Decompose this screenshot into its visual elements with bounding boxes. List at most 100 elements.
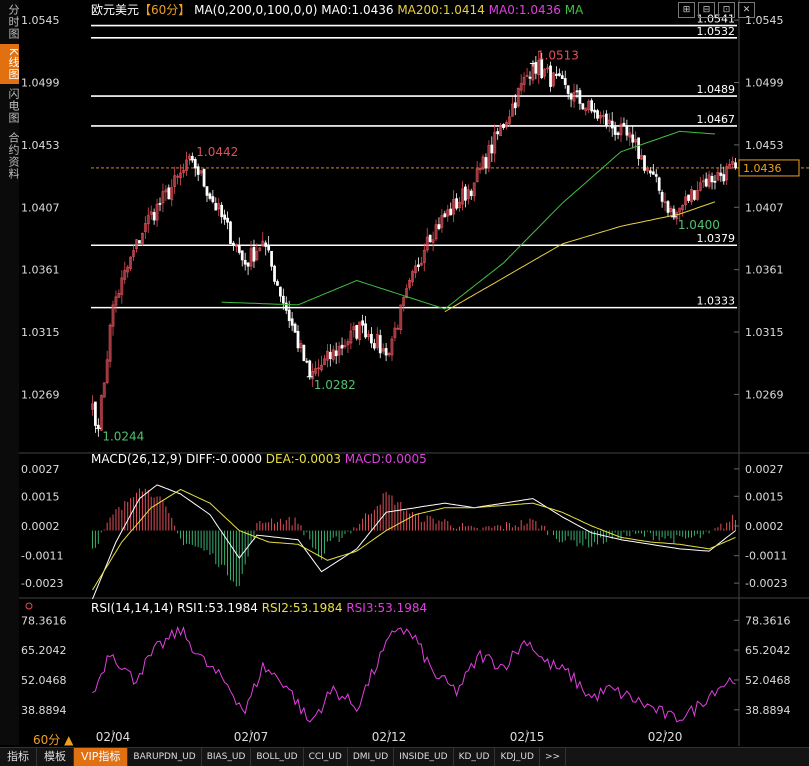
candle-body [590,100,594,112]
bottom-tab-0[interactable]: 指标 [0,748,37,766]
header-ma0b: MA0:1.0436 [485,3,561,17]
rsi-line [92,625,736,723]
candle-body [261,240,265,247]
candle-body [164,189,168,193]
price-right-tick-2: 1.0453 [745,139,784,152]
candle-body [129,256,133,269]
candle-body [610,120,614,129]
candle-body [334,350,338,357]
candle-body [179,172,182,179]
candle-body [628,132,632,138]
sidebar-tab-3[interactable]: 合约资料 [7,132,20,181]
candle-body [132,250,135,257]
candle-body [713,180,717,183]
header-symbol: 欧元美元 [91,3,139,17]
price-left-tick-6: 1.0269 [21,388,60,401]
candle-body [372,343,376,349]
candle-body [408,279,411,288]
candle-body [613,126,617,135]
candle-body [681,204,685,211]
price-right-tick-1: 1.0499 [745,77,784,90]
candle-body [340,344,344,349]
window-icon[interactable]: ⊡ [718,2,735,18]
candle-body [619,123,623,136]
candle-body [367,334,370,338]
candle-body [331,349,335,360]
collapse-icon[interactable]: ⊟ [698,2,715,18]
expand-icon[interactable]: ⊞ [678,2,695,18]
candle-body [446,209,450,217]
header-ma-formula: MA(0,200,0,100,0,0) [190,3,317,17]
bottom-tab-10[interactable]: KDJ_UD [495,748,540,766]
candle-body [149,211,153,215]
candle-body [349,330,353,344]
candle-body [695,190,699,200]
bottom-tab-8[interactable]: INSIDE_UD [394,748,454,766]
candle-body [637,137,641,159]
candle-body [678,207,682,213]
bottom-tab-9[interactable]: KD_UD [454,748,496,766]
candle-body [320,364,323,371]
candle-body [493,131,497,154]
close-icon[interactable]: ✕ [738,2,755,18]
candle-body [543,69,547,77]
candle-body [364,323,367,338]
bottom-tab-5[interactable]: BOLL_UD [251,748,304,766]
rsi-settings-icon[interactable] [25,602,33,610]
price-left-tick-4: 1.0361 [21,264,60,277]
header-ma: MA [561,3,584,17]
candle-body [496,131,500,135]
bottom-tab-1[interactable]: 模板 [37,748,74,766]
candle-body [91,403,94,410]
candle-body [264,242,268,247]
candle-body [510,103,514,117]
candle-body [314,368,318,374]
rsi-right-tick-2: 52.0468 [745,674,791,687]
candle-body [375,334,379,348]
candle-body [337,346,341,356]
candle-body [710,175,714,183]
bottom-tab-7[interactable]: DMI_UD [348,748,395,766]
sidebar-tab-2[interactable]: 闪电图 [7,88,20,125]
candle-body [566,85,570,94]
candle-body [728,163,732,169]
candle-body [114,296,118,306]
candle-body [352,326,356,331]
macd-name: MACD(26,12,9) [91,452,182,466]
candle-body [563,78,567,85]
sidebar-tab-0[interactable]: 分时图 [7,4,20,40]
period-indicator[interactable]: 60分 ▲ [33,733,74,747]
candle-body [719,172,723,176]
candle-body [182,169,185,173]
x-tick-label-4: 02/20 [648,730,683,744]
candle-body [246,262,250,267]
macd-left-tick-0: 0.0027 [21,463,60,476]
candle-body [484,157,488,169]
bottom-tab-2[interactable]: VIP指标 [74,748,129,766]
candle-body [466,189,470,199]
price-left-tick-0: 1.0545 [21,14,60,27]
candle-body [425,236,429,251]
chart-background [19,0,809,746]
candle-body [240,250,244,261]
candle-body [205,186,209,196]
sidebar-tab-1[interactable]: K线图 [0,44,20,85]
candle-body [693,190,696,200]
bottom-tab-11[interactable]: >> [540,748,567,766]
bottom-tab-4[interactable]: BIAS_UD [202,748,252,766]
candle-body [575,90,579,93]
candle-body [607,119,611,124]
rsi-3: RSI3:53.1984 [343,601,428,615]
candle-body [552,72,555,87]
bottom-tab-3[interactable]: BARUPDN_UD [128,748,202,766]
candle-body [270,250,273,267]
macd-right-tick-0: 0.0027 [745,463,784,476]
candle-body [604,113,608,126]
bottom-tab-6[interactable]: CCI_UD [304,748,348,766]
candle-body [572,92,576,102]
macd-left-tick-2: 0.0002 [21,520,60,533]
candle-body [569,93,573,100]
candle-body [99,395,103,431]
macd-right-tick-1: 0.0015 [745,490,784,503]
